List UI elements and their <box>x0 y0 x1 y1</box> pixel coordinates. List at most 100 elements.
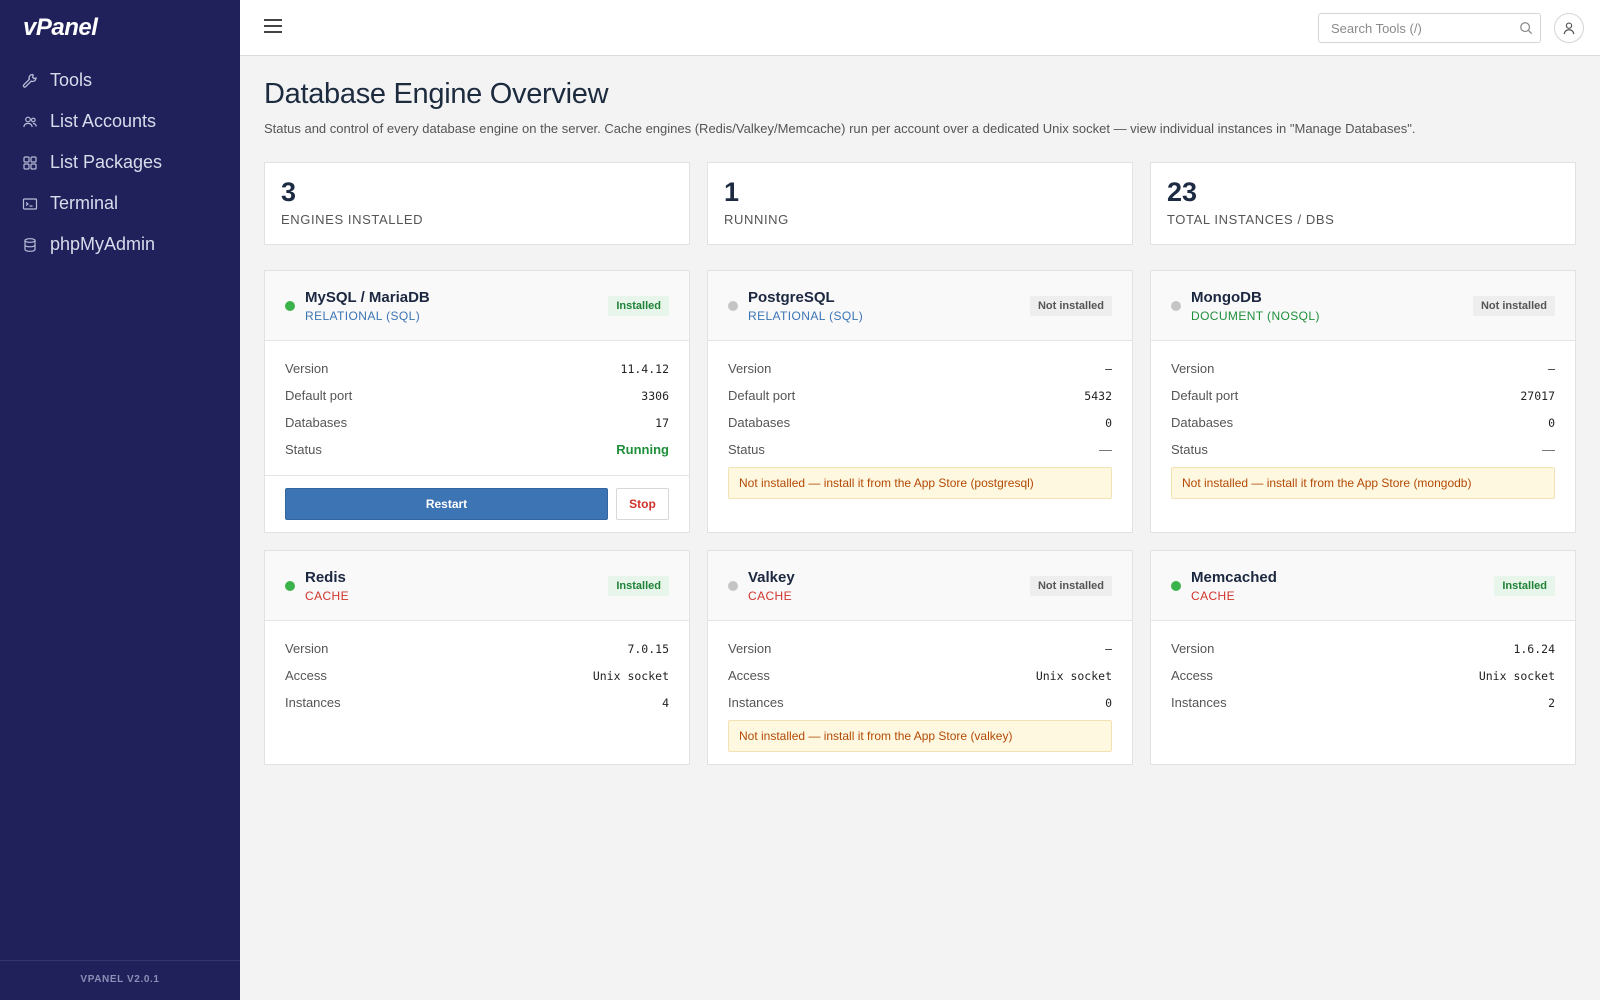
engine-card-body: Version – Access Unix socket Instances 0 No… <box>708 621 1132 764</box>
detail-row-status: Status — <box>1171 436 1555 463</box>
engine-card-body: Version 11.4.12 Default port 3306 Database… <box>265 341 689 475</box>
detail-row-databases: Databases 17 <box>285 409 669 436</box>
status-badge: Not installed <box>1029 295 1112 316</box>
sidebar-item-label: List Packages <box>50 152 163 172</box>
stat-value: 3 <box>281 177 297 207</box>
main-content: Database Engine Overview Status and cont… <box>264 56 1576 765</box>
engine-name: PostgreSQL <box>748 288 835 306</box>
app-version: VPANEL V2.0.1 <box>0 960 240 1000</box>
detail-value: Running <box>616 442 669 457</box>
detail-label: Status <box>1171 442 1208 457</box>
search-icon[interactable] <box>1519 21 1533 35</box>
status-dot <box>728 300 738 311</box>
status-dot <box>728 580 738 591</box>
sidebar-item-list-packages[interactable]: List Packages <box>0 142 240 183</box>
terminal-icon <box>21 195 38 212</box>
detail-label: Databases <box>1171 415 1234 430</box>
engine-type: RELATIONAL (SQL) <box>305 308 421 323</box>
status-badge: Not installed <box>1472 295 1555 316</box>
status-dot <box>285 300 295 311</box>
status-dot <box>1171 580 1181 591</box>
sidebar-item-label: Terminal <box>50 193 119 213</box>
detail-label: Version <box>728 361 772 376</box>
grid-icon <box>21 154 38 171</box>
detail-value: 3306 <box>641 388 669 403</box>
detail-row-version: Version 1.6.24 <box>1171 635 1555 662</box>
menu-toggle-icon[interactable] <box>264 19 282 35</box>
detail-label: Databases <box>728 415 791 430</box>
engine-card-header: Memcached CACHE Installed <box>1151 551 1575 621</box>
engine-grid: MySQL / MariaDB RELATIONAL (SQL) Install… <box>264 270 1576 765</box>
engine-card-body: Version 1.6.24 Access Unix socket Instance… <box>1151 621 1575 728</box>
search-box <box>1318 13 1541 43</box>
app-logo[interactable]: vPanel <box>23 14 98 41</box>
detail-value: 0 <box>1548 415 1555 430</box>
detail-row-port: Default port 5432 <box>728 382 1112 409</box>
stat-value: 1 <box>724 177 740 207</box>
user-menu-button[interactable] <box>1554 13 1584 43</box>
sidebar-item-list-accounts[interactable]: List Accounts <box>0 101 240 142</box>
detail-value: 0 <box>1105 415 1112 430</box>
sidebar-item-label: List Accounts <box>50 111 157 131</box>
detail-label: Databases <box>285 415 348 430</box>
stat-label: ENGINES INSTALLED <box>281 212 424 227</box>
sidebar-nav: Tools List Accounts List Packages Termin… <box>0 60 240 265</box>
detail-row-access: Access Unix socket <box>728 662 1112 689</box>
install-notice: Not installed — install it from the App … <box>728 720 1112 752</box>
detail-label: Default port <box>1171 388 1239 403</box>
detail-label: Access <box>1171 668 1213 683</box>
sidebar-item-label: Tools <box>50 70 93 90</box>
detail-label: Access <box>728 668 770 683</box>
detail-row-status: Status — <box>728 436 1112 463</box>
sidebar: vPanel Tools List Accounts List Packages… <box>0 0 240 1000</box>
detail-value: – <box>1105 641 1112 656</box>
detail-label: Status <box>285 442 322 457</box>
status-dot <box>285 580 295 591</box>
engine-type: DOCUMENT (NOSQL) <box>1191 308 1320 323</box>
engine-card-valkey: Valkey CACHE Not installed Version – Acce… <box>707 550 1133 765</box>
engine-card-mongodb: MongoDB DOCUMENT (NOSQL) Not installed V… <box>1150 270 1576 533</box>
detail-row-version: Version – <box>728 355 1112 382</box>
restart-button[interactable]: Restart <box>285 488 608 520</box>
detail-value: Unix socket <box>1478 668 1555 683</box>
engine-card-header: Redis CACHE Installed <box>265 551 689 621</box>
users-icon <box>21 113 38 130</box>
stat-label: RUNNING <box>724 212 789 227</box>
engine-card-memcached: Memcached CACHE Installed Version 1.6.24 … <box>1150 550 1576 765</box>
page-title: Database Engine Overview <box>264 78 609 110</box>
detail-label: Default port <box>728 388 796 403</box>
detail-value: — <box>1099 442 1112 457</box>
detail-row-version: Version 11.4.12 <box>285 355 669 382</box>
sidebar-item-phpmyadmin[interactable]: phpMyAdmin <box>0 224 240 265</box>
database-icon <box>21 236 38 253</box>
detail-value: – <box>1548 361 1555 376</box>
search-input[interactable] <box>1319 14 1509 42</box>
detail-value: 5432 <box>1084 388 1112 403</box>
detail-row-access: Access Unix socket <box>1171 662 1555 689</box>
engine-card-body: Version – Default port 5432 Databases 0 Sta… <box>708 341 1132 511</box>
detail-row-instances: Instances 2 <box>1171 689 1555 716</box>
install-notice: Not installed — install it from the App … <box>728 467 1112 499</box>
detail-label: Default port <box>285 388 353 403</box>
engine-card-redis: Redis CACHE Installed Version 7.0.15 Acce… <box>264 550 690 765</box>
sidebar-item-tools[interactable]: Tools <box>0 60 240 101</box>
stop-button[interactable]: Stop <box>616 488 669 520</box>
detail-value: – <box>1105 361 1112 376</box>
engine-card-header: MongoDB DOCUMENT (NOSQL) Not installed <box>1151 271 1575 341</box>
engine-name: MySQL / MariaDB <box>305 288 430 306</box>
sidebar-item-terminal[interactable]: Terminal <box>0 183 240 224</box>
detail-row-instances: Instances 0 <box>728 689 1112 716</box>
detail-label: Instances <box>285 695 341 710</box>
status-dot <box>1171 300 1181 311</box>
detail-row-version: Version 7.0.15 <box>285 635 669 662</box>
detail-row-databases: Databases 0 <box>1171 409 1555 436</box>
detail-row-port: Default port 3306 <box>285 382 669 409</box>
detail-value: 4 <box>662 695 669 710</box>
detail-value: Unix socket <box>592 668 669 683</box>
detail-row-version: Version – <box>1171 355 1555 382</box>
detail-value: 1.6.24 <box>1513 641 1555 656</box>
sidebar-item-label: phpMyAdmin <box>50 234 156 254</box>
detail-label: Status <box>728 442 765 457</box>
detail-label: Instances <box>1171 695 1227 710</box>
detail-row-databases: Databases 0 <box>728 409 1112 436</box>
